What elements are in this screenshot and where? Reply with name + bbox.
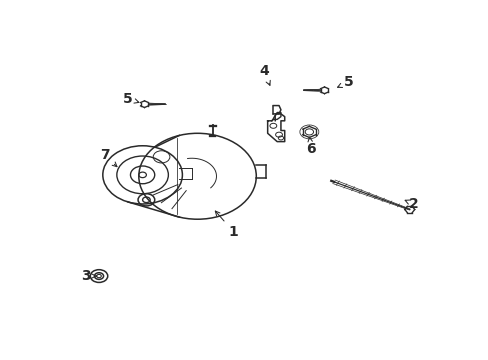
Text: 2: 2 [405, 197, 418, 211]
Text: 5: 5 [337, 75, 353, 89]
Text: 1: 1 [215, 211, 238, 239]
Text: 6: 6 [306, 137, 315, 156]
Text: 4: 4 [259, 64, 270, 85]
Text: 7: 7 [100, 148, 117, 167]
Text: 5: 5 [122, 92, 139, 105]
Text: 3: 3 [81, 269, 96, 283]
